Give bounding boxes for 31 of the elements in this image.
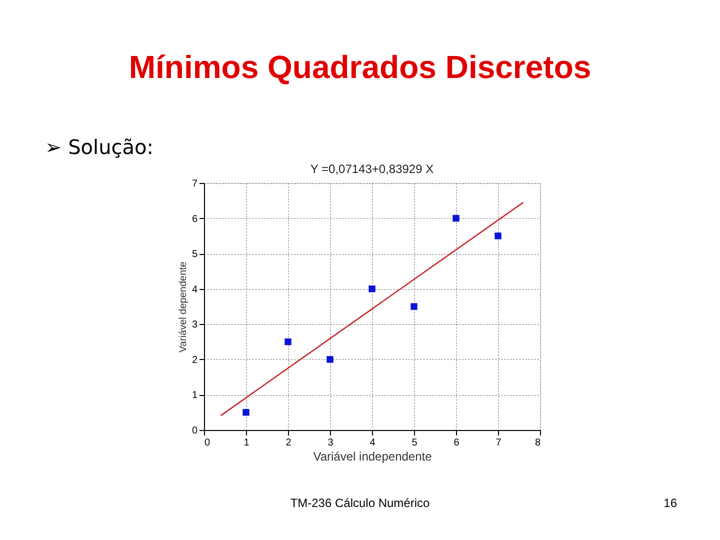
x-tick-label: 3 bbox=[328, 438, 334, 448]
y-tick-label: 5 bbox=[192, 249, 198, 260]
chart-subtitle: ➢ Solução: bbox=[45, 135, 154, 159]
x-tick-label: 1 bbox=[244, 438, 250, 448]
x-tick-label: 7 bbox=[496, 438, 502, 448]
x-tick-label: 2 bbox=[286, 438, 292, 448]
x-tick-label: 4 bbox=[370, 438, 376, 448]
point bbox=[410, 303, 418, 310]
point bbox=[494, 232, 502, 240]
x-tick-label: 5 bbox=[412, 438, 418, 448]
point bbox=[368, 286, 376, 292]
point bbox=[452, 214, 460, 222]
y-tick-label: 3 bbox=[192, 320, 198, 331]
y-tick-label: 4 bbox=[192, 284, 198, 296]
x-axis-title: Variável independente bbox=[313, 450, 432, 464]
x-tick-label: 0 bbox=[204, 438, 210, 448]
y-axis-title: Variável dependente bbox=[178, 261, 189, 352]
y-tick-label: 0 bbox=[192, 426, 198, 436]
y-tick-label: 6 bbox=[192, 214, 198, 225]
text: Y =0,07143+0,83929 X bbox=[310, 162, 434, 176]
y-tick-label: 2 bbox=[192, 354, 198, 366]
text: 16 bbox=[664, 496, 678, 510]
chart-title: Mínimos Quadrados Discretos bbox=[128, 49, 592, 85]
x-tick-label: 6 bbox=[454, 438, 460, 448]
point bbox=[242, 409, 250, 416]
point bbox=[326, 356, 334, 363]
y-tick-label: 7 bbox=[192, 178, 198, 190]
x-tick-label: 8 bbox=[534, 438, 541, 448]
y-tick-label: 1 bbox=[192, 390, 198, 402]
point bbox=[284, 338, 292, 346]
text: TM-236 Cálculo Numérico bbox=[290, 496, 430, 510]
